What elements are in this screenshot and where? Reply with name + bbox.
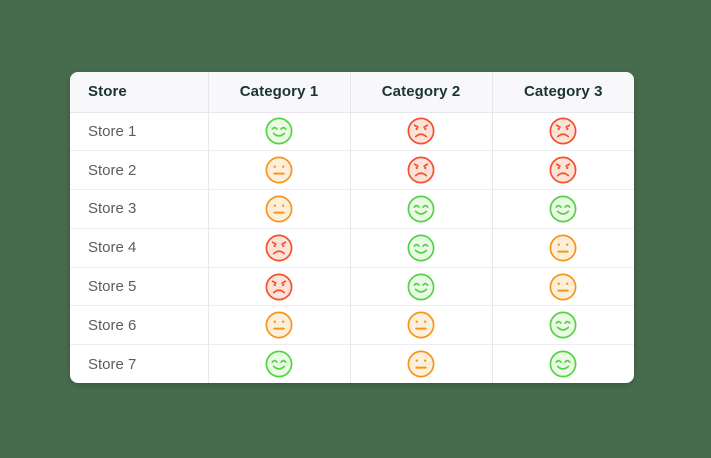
- store-name-cell: Store 5: [70, 267, 208, 307]
- rating-cell: [349, 305, 492, 346]
- neutral-face-icon: [549, 273, 577, 301]
- column-header-category-2: Category 2: [349, 72, 492, 113]
- angry-face-icon: [549, 117, 577, 145]
- angry-face-icon: [407, 156, 435, 184]
- rating-cell: [207, 150, 350, 191]
- rating-cell: [349, 228, 492, 268]
- store-ratings-table: Store Category 1 Category 2 Category 3 S…: [70, 72, 634, 383]
- rating-cell: [349, 344, 492, 383]
- neutral-face-icon: [265, 195, 293, 223]
- happy-face-icon: [265, 350, 293, 378]
- store-name-cell: Store 4: [70, 228, 208, 268]
- rating-cell: [491, 305, 634, 346]
- store-name-cell: Store 3: [70, 189, 208, 229]
- happy-face-icon: [407, 273, 435, 301]
- happy-face-icon: [549, 350, 577, 378]
- happy-face-icon: [407, 234, 435, 262]
- column-header-category-1: Category 1: [207, 72, 350, 113]
- neutral-face-icon: [407, 311, 435, 339]
- rating-cell: [349, 267, 492, 307]
- rating-cell: [207, 267, 350, 307]
- happy-face-icon: [549, 311, 577, 339]
- angry-face-icon: [265, 234, 293, 262]
- happy-face-icon: [549, 195, 577, 223]
- rating-cell: [349, 150, 492, 191]
- rating-cell: [207, 189, 350, 229]
- table-row-store-4: Store 4: [70, 228, 634, 268]
- neutral-face-icon: [265, 156, 293, 184]
- column-header-category-3: Category 3: [491, 72, 634, 113]
- angry-face-icon: [265, 273, 293, 301]
- neutral-face-icon: [265, 311, 293, 339]
- store-ratings-card: Store Category 1 Category 2 Category 3 S…: [70, 72, 634, 383]
- table-row-store-7: Store 7: [70, 344, 634, 383]
- table-row-store-3: Store 3: [70, 189, 634, 229]
- table-row-store-2: Store 2: [70, 150, 634, 191]
- rating-cell: [349, 112, 492, 152]
- rating-cell: [491, 267, 634, 307]
- angry-face-icon: [407, 117, 435, 145]
- rating-cell: [349, 189, 492, 229]
- happy-face-icon: [265, 117, 293, 145]
- rating-cell: [207, 112, 350, 152]
- rating-cell: [207, 228, 350, 268]
- store-name-cell: Store 2: [70, 150, 208, 191]
- rating-cell: [207, 305, 350, 346]
- rating-cell: [491, 189, 634, 229]
- rating-cell: [491, 344, 634, 383]
- neutral-face-icon: [549, 234, 577, 262]
- column-header-store: Store: [70, 72, 208, 113]
- angry-face-icon: [549, 156, 577, 184]
- table-row-store-6: Store 6: [70, 305, 634, 346]
- store-name-cell: Store 1: [70, 112, 208, 152]
- neutral-face-icon: [407, 350, 435, 378]
- table-row-store-5: Store 5: [70, 267, 634, 307]
- store-name-cell: Store 6: [70, 305, 208, 346]
- table-header-row: Store Category 1 Category 2 Category 3: [70, 72, 634, 113]
- rating-cell: [491, 112, 634, 152]
- table-row-store-1: Store 1: [70, 112, 634, 152]
- rating-cell: [491, 150, 634, 191]
- store-name-cell: Store 7: [88, 355, 137, 373]
- happy-face-icon: [407, 195, 435, 223]
- rating-cell: [491, 228, 634, 268]
- rating-cell: [207, 344, 350, 383]
